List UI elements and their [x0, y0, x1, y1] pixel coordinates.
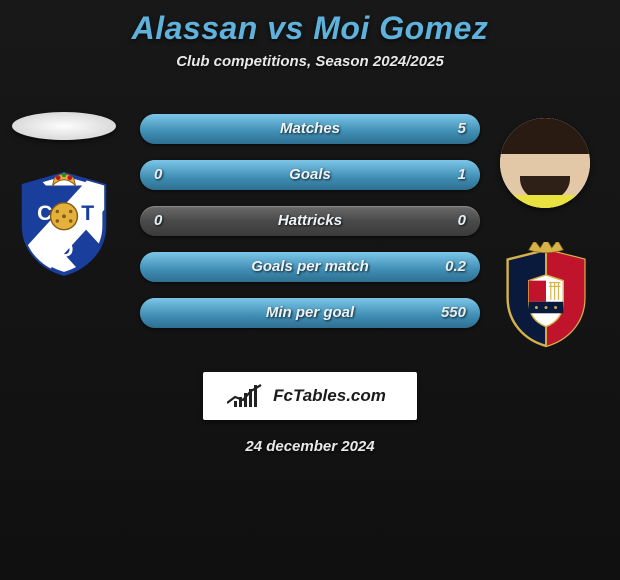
player-right-avatar [500, 118, 590, 208]
page-subtitle: Club competitions, Season 2024/2025 [0, 53, 620, 94]
player-right-club-badge [498, 242, 594, 350]
stat-label: Min per goal [140, 298, 480, 328]
stat-row: Matches5 [140, 114, 480, 144]
stat-label: Hattricks [140, 206, 480, 236]
comparison-widget: Alassan vs Moi Gomez Club competitions, … [0, 0, 620, 455]
stat-right-value: 550 [441, 298, 466, 328]
stat-row: Goals per match0.2 [140, 252, 480, 282]
stat-right-value: 0 [458, 206, 466, 236]
svg-text:D: D [58, 239, 73, 262]
stats-list: Matches50Goals10Hattricks0Goals per matc… [140, 114, 480, 344]
page-title: Alassan vs Moi Gomez [0, 6, 620, 53]
player-left-club-badge: C T D [16, 168, 112, 276]
stat-right-value: 1 [458, 160, 466, 190]
svg-text:C: C [37, 202, 52, 225]
stat-row: 0Goals1 [140, 160, 480, 190]
stat-right-value: 0.2 [445, 252, 466, 282]
chart-line-icon [227, 389, 263, 403]
player-left-avatar [12, 112, 116, 140]
watermark-text: FcTables.com [273, 386, 386, 406]
stat-row: Min per goal550 [140, 298, 480, 328]
watermark[interactable]: FcTables.com [203, 372, 417, 420]
comparison-main: C T D Matches50Goals10Hattricks0Goals pe… [0, 94, 620, 354]
stat-label: Goals [140, 160, 480, 190]
stat-label: Goals per match [140, 252, 480, 282]
date-text: 24 december 2024 [0, 420, 620, 455]
stat-right-value: 5 [458, 114, 466, 144]
stat-row: 0Hattricks0 [140, 206, 480, 236]
stat-label: Matches [140, 114, 480, 144]
svg-text:T: T [81, 202, 94, 225]
